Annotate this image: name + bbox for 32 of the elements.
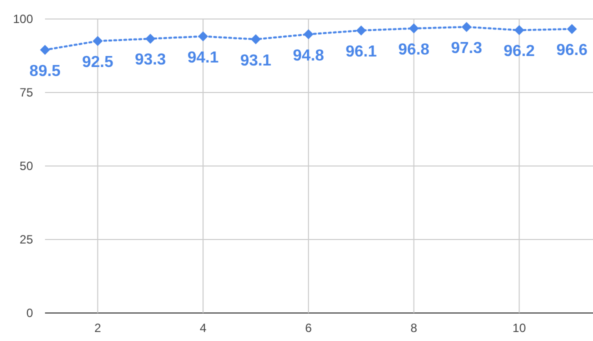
data-label: 94.8 <box>292 47 324 64</box>
point <box>514 25 524 36</box>
point <box>356 25 366 36</box>
data-label: 96.6 <box>556 42 588 59</box>
y-tick-label: 50 <box>20 159 34 173</box>
y-tick-label: 75 <box>20 86 34 100</box>
data-label: 94.1 <box>188 49 219 66</box>
data-label: 93.3 <box>134 52 166 69</box>
x-tick-label: 8 <box>410 321 418 335</box>
data-label: 96.2 <box>504 43 535 60</box>
data-label: 89.5 <box>29 62 61 80</box>
point <box>92 36 103 46</box>
point <box>145 34 156 44</box>
y-tick-label: 0 <box>26 306 34 320</box>
x-tick-label: 10 <box>512 321 526 335</box>
point <box>566 24 577 34</box>
point <box>408 23 419 34</box>
y-tick-label: 25 <box>20 232 34 246</box>
data-label: 92.5 <box>82 54 114 72</box>
point <box>198 31 208 42</box>
point <box>40 44 50 55</box>
point <box>250 34 261 44</box>
data-label: 96.1 <box>346 43 377 60</box>
y-tick-label: 100 <box>12 12 34 26</box>
data-label: 93.1 <box>240 52 272 70</box>
data-label: 96.8 <box>398 41 430 58</box>
x-tick-label: 4 <box>200 321 207 335</box>
x-tick-label: 6 <box>305 321 312 335</box>
point <box>462 22 472 32</box>
point <box>303 29 314 40</box>
x-tick-label: 2 <box>94 321 102 335</box>
data-label: 97.3 <box>450 40 482 57</box>
